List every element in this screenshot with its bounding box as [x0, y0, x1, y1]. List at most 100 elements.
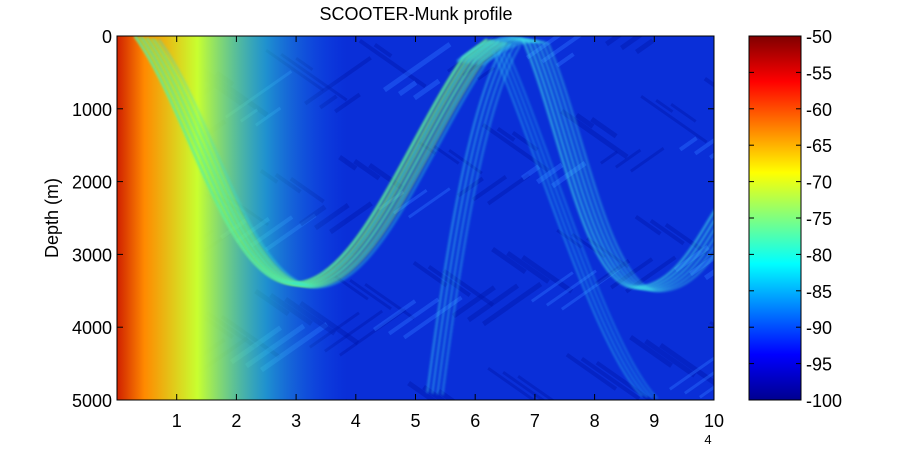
field-texture: [373, 299, 417, 332]
x-tick-label: 9: [649, 411, 659, 431]
ray-bundle-1-fringe: [158, 39, 512, 288]
field-texture: [364, 283, 416, 320]
x-tick-label: 7: [530, 411, 540, 431]
field-texture: [482, 281, 543, 327]
field-texture: [693, 134, 714, 156]
field-texture: [520, 164, 541, 181]
field-texture: [407, 380, 460, 400]
field-texture: [433, 144, 460, 165]
field-texture: [387, 297, 440, 336]
field-texture: [669, 353, 714, 391]
ray-bundle-2: [481, 40, 714, 292]
x-tick-label: 4: [351, 411, 361, 431]
ray-bundle-4: [502, 51, 653, 399]
field-texture: [451, 285, 496, 319]
y-tick-label: 1000: [72, 100, 112, 120]
field-texture: [442, 269, 495, 307]
x-tick-label: 3: [291, 411, 301, 431]
field-texture: [620, 36, 689, 51]
colorbar-tick-label: -50: [806, 27, 832, 47]
field-texture: [551, 161, 587, 189]
field-texture: [393, 189, 428, 215]
ray-bundle-3: [426, 42, 506, 393]
field-texture: [349, 278, 392, 311]
field-texture: [575, 113, 595, 129]
colorbar-gradient: [748, 35, 802, 401]
field-texture: [670, 102, 697, 123]
y-tick-label: 5000: [72, 391, 112, 411]
y-tick-label: 3000: [72, 245, 112, 265]
field-texture: [634, 214, 662, 236]
field-texture: [477, 66, 496, 81]
ray-bundle-4: [507, 52, 658, 400]
field-texture: [521, 255, 574, 294]
field-image: [117, 36, 714, 400]
field-texture: [373, 42, 393, 58]
x-tick-label: 8: [590, 411, 600, 431]
colorbar-tick-label: -85: [806, 282, 832, 302]
x-tick-label: 1: [172, 411, 182, 431]
field-texture: [655, 99, 674, 113]
field-texture: [422, 385, 483, 400]
field-texture: [556, 52, 575, 68]
field-texture: [635, 38, 655, 55]
field-texture: [565, 353, 618, 391]
field-texture: [398, 80, 418, 97]
field-texture: [560, 109, 629, 159]
y-axis-label: Depth (m): [42, 178, 62, 258]
field-texture: [614, 148, 642, 169]
field-texture: [630, 147, 665, 173]
y-tick-label: 2000: [72, 173, 112, 193]
x-axis: 1 2 3 4 5 6 7 8 9 10: [172, 36, 724, 431]
y-tick-label: 4000: [72, 318, 112, 338]
x-tick-label: 2: [231, 411, 241, 431]
colorbar-tick-label: -70: [806, 173, 832, 193]
field-texture: [496, 127, 516, 142]
field-texture: [644, 339, 697, 378]
colorbar-tick-label: -100: [806, 391, 842, 411]
x-tick-label: 6: [470, 411, 480, 431]
x-tick-label: 10: [704, 411, 724, 431]
field-texture: [590, 117, 618, 139]
field-texture: [353, 159, 381, 181]
field-texture: [408, 187, 451, 219]
colorbar-tick-label: -95: [806, 355, 832, 375]
field-texture: [517, 374, 585, 400]
field-texture: [403, 295, 463, 340]
colorbar-tick-label: -60: [806, 100, 832, 120]
ray-bundle-3: [431, 43, 511, 394]
field-texture: [629, 334, 673, 368]
colorbar-tick-label: -90: [806, 318, 832, 338]
ray-bundle-4: [497, 51, 648, 398]
field-texture: [412, 78, 441, 101]
field-texture: [383, 42, 452, 93]
field-texture: [511, 130, 539, 152]
ray-bundle-3: [441, 45, 521, 396]
field-texture: [487, 367, 539, 400]
field-texture: [709, 320, 714, 353]
y-tick-label: 0: [102, 27, 112, 47]
field-texture: [487, 173, 531, 206]
y-axis: 0 1000 2000 3000 4000 5000: [72, 27, 714, 411]
field-texture: [502, 371, 562, 400]
ray-bundle-4: [492, 50, 643, 397]
colorbar: -50 -55 -60 -65 -70 -75 -80 -85 -90 -95 -100: [748, 27, 842, 411]
field-texture: [412, 261, 448, 288]
x-axis-exponent: 4: [704, 432, 711, 447]
ray-bundle-3: [436, 44, 516, 395]
field-texture: [561, 267, 621, 311]
field-texture: [531, 271, 574, 303]
chart-title: SCOOTER-Munk profile: [319, 4, 512, 24]
colorbar-tick-label: -80: [806, 245, 832, 265]
field-texture: [472, 175, 508, 202]
field-texture: [427, 265, 471, 297]
field-texture: [595, 259, 631, 286]
field-texture: [640, 95, 708, 144]
field-texture: [595, 361, 664, 400]
field-texture: [481, 123, 550, 173]
field-texture: [659, 342, 714, 388]
field-texture: [600, 150, 619, 165]
colorbar-tick-label: -75: [806, 209, 832, 229]
colorbar-tick-label: -55: [806, 63, 832, 83]
